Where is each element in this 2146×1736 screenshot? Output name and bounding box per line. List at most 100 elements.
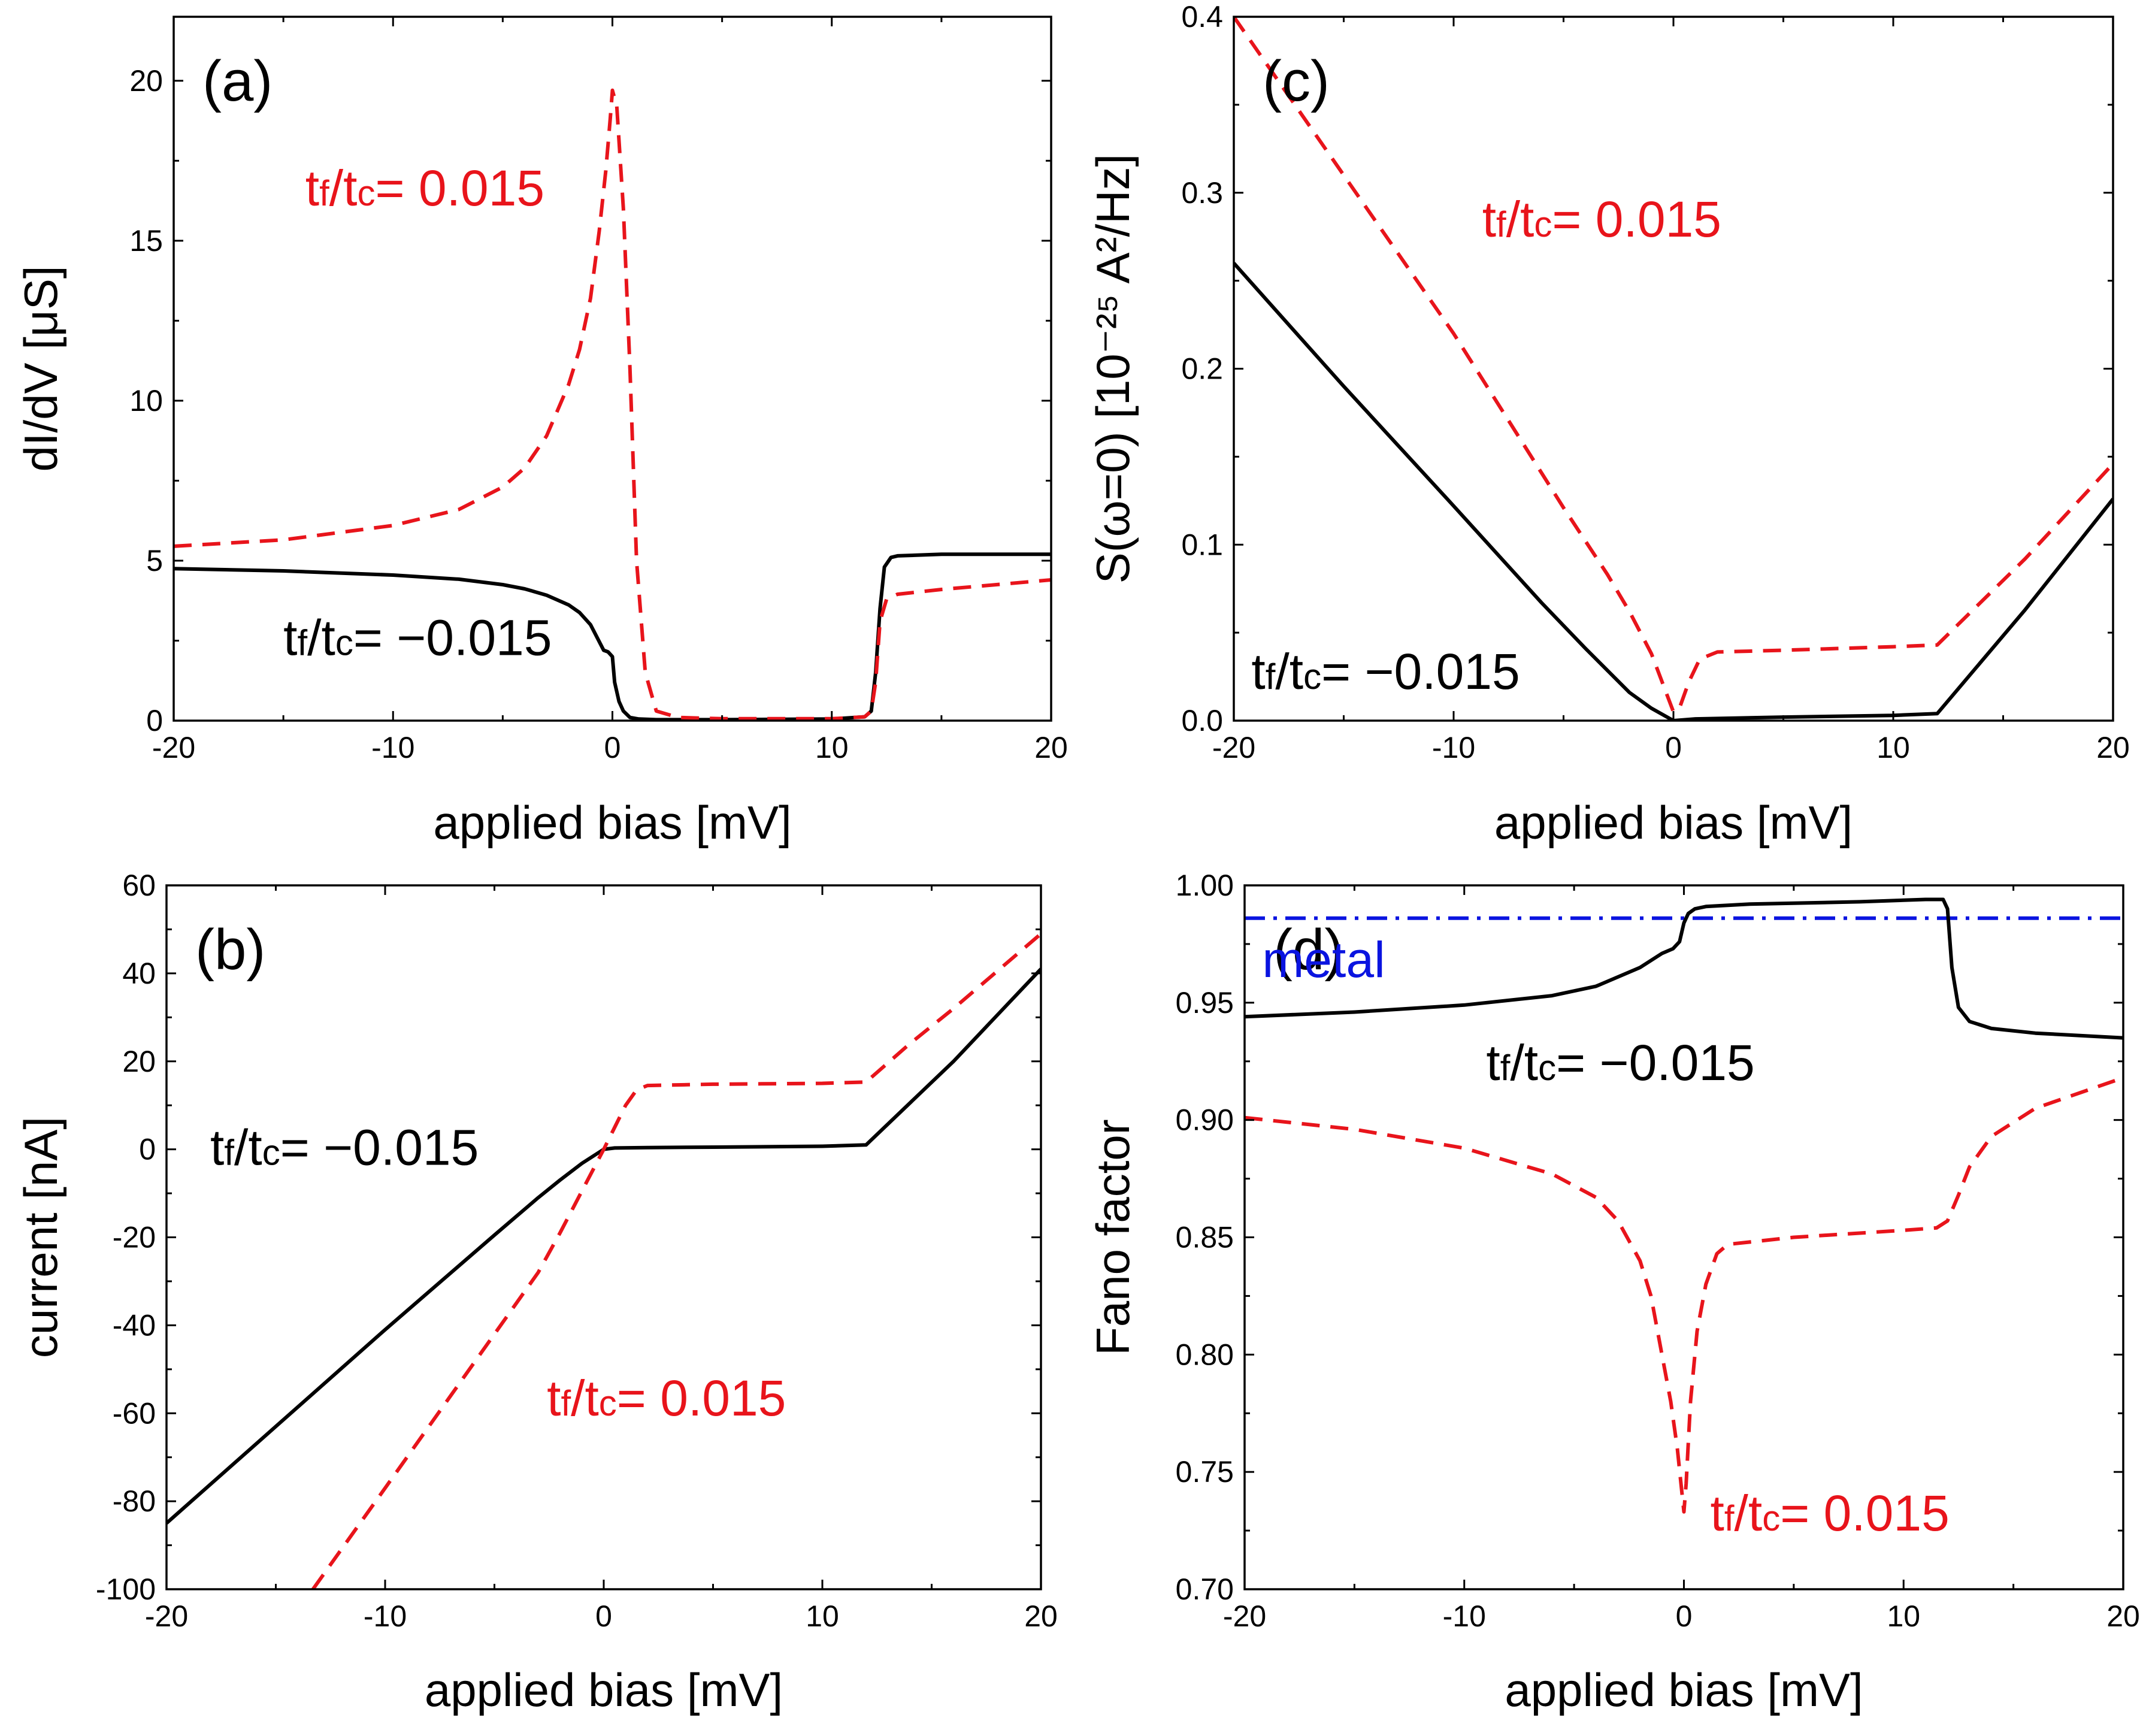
x-tick-label: -20 [1223,1599,1266,1633]
x-axis-title: applied bias [mV] [433,796,791,849]
series-group [1234,17,2113,721]
annotation-text: = 0.015 [617,1370,786,1426]
x-tick-label: 0 [1665,731,1682,764]
panel-a: -20 -10 0 10 20 0 5 10 15 20 applied bias [mV] dI/d… [14,16,1068,849]
annotation-text: /t [1275,643,1303,700]
y-tick-label: 0.3 [1181,176,1223,210]
subscript: c [599,1383,617,1423]
annotation-negative: tf/tc= −0.015 [1486,1035,1754,1091]
subscript: f [1496,204,1506,244]
annotation-text: = 0.015 [375,160,544,216]
panel-d: -20 -10 0 10 20 0.70 0.75 0.80 0.85 0.90 0.95 1.00 a… [1086,869,2140,1716]
annotation-text: /t [1735,1485,1763,1541]
annotation-text: t [210,1119,224,1175]
panel-label: (b) [195,918,265,982]
plot-frame [172,16,1052,722]
annotation-text: t [1482,191,1496,247]
annotation-positive: tf/tc= 0.015 [1711,1485,1950,1541]
series-group [174,88,1051,721]
annotation-text: /t [571,1370,599,1426]
annotation-negative: tf/tc= −0.015 [283,610,552,666]
annotation-text: = 0.015 [1552,191,1721,247]
plot-frame [1243,884,2124,1590]
annotation-positive: tf/tc= 0.015 [547,1370,786,1426]
y-axis-title: current [nA] [14,1117,67,1358]
x-tick-label: -20 [1212,731,1255,764]
subscript: f [1266,657,1276,697]
annotation-text: t [1251,643,1265,700]
x-tick-label: 20 [1024,1599,1058,1633]
x-axis-title: applied bias [mV] [425,1664,783,1716]
annotation-positive: tf/tc= 0.015 [305,160,544,216]
y-tick-label: 20 [129,64,163,98]
x-tick-label: 10 [1876,731,1910,764]
series-line-dashed [311,932,1041,1589]
annotation-negative: tf/tc= −0.015 [1251,643,1520,700]
x-tick-label: 20 [1034,731,1068,764]
subscript: c [1538,1048,1556,1088]
y-axis-title: dI/dV [μS] [14,265,67,471]
y-tick-label: 60 [122,869,156,902]
panel-label: (d) [1273,918,1343,982]
plot-frame [1233,16,2114,722]
x-axis-title: applied bias [mV] [1505,1664,1863,1716]
x-tick-label: -10 [364,1599,407,1633]
x-tick-label: 10 [806,1599,839,1633]
x-tick-label: 20 [2106,1599,2140,1633]
y-tick-label: 0.2 [1181,352,1223,386]
annotation-text: = 0.015 [1780,1485,1950,1541]
x-tick-label: 10 [815,731,849,764]
subscript: f [319,173,329,213]
annotation-text: = −0.015 [1556,1035,1755,1091]
panel-c: -20 -10 0 10 20 0.0 0.1 0.2 0.3 0.4 applied bias [… [1086,0,2130,849]
y-axis-title: Fano factor [1086,1119,1139,1356]
series-line-dashed [1234,17,2113,714]
y-tick-label: 5 [146,544,163,577]
y-tick-label: -80 [113,1484,156,1518]
x-tick-label: 0 [1676,1599,1693,1633]
x-tick-label: 20 [2096,731,2130,764]
y-tick-label: 0.80 [1176,1338,1234,1371]
annotation-text: = −0.015 [1321,643,1520,700]
y-tick-label: -40 [113,1308,156,1342]
y-tick-label: 40 [122,957,156,990]
x-tick-label: -20 [145,1599,188,1633]
series-line-dashed [1245,1076,2123,1514]
y-tick-label: 0.85 [1176,1221,1234,1254]
annotation-text: /t [307,610,335,666]
subscript: f [224,1132,234,1172]
annotation-text: t [283,610,297,666]
subscript: f [1724,1498,1735,1538]
series-line-solid [174,552,1051,721]
subscript: c [357,173,375,213]
subscript: c [335,623,353,663]
annotation-text: /t [234,1119,262,1175]
y-axis-title: S(ω=0) [10⁻²⁵ A²/Hz] [1086,154,1139,583]
x-tick-label: 10 [1887,1599,1920,1633]
series-line-solid [1234,262,2113,721]
y-tick-label: 0.70 [1176,1572,1234,1606]
x-axis-title: applied bias [mV] [1494,796,1853,849]
x-tick-label: -10 [371,731,414,764]
y-tick-label: 0.0 [1181,704,1223,737]
y-tick-label: 0.1 [1181,528,1223,561]
panel-label: (a) [202,49,273,113]
annotation-text: t [547,1370,561,1426]
y-tick-label: 1.00 [1176,869,1234,902]
series-line-solid [167,967,1041,1525]
y-tick-label: 0.95 [1176,986,1234,1020]
series-group [167,932,1041,1589]
y-tick-label: 0.90 [1176,1103,1234,1137]
series-group [1245,897,2123,1514]
annotation-text: /t [1506,191,1534,247]
annotation-negative: tf/tc= −0.015 [210,1119,479,1175]
y-tick-label: 0.75 [1176,1455,1234,1489]
panel-b: -20 -10 0 10 20-100-80-60-40-200204060applie… [14,869,1058,1716]
y-tick-label: 15 [129,224,163,258]
x-tick-label: 0 [604,731,621,764]
subscript: f [1500,1048,1511,1088]
annotation-text: t [1711,1485,1724,1541]
subscript: c [1534,204,1552,244]
series-line-solid [1245,897,2123,1040]
